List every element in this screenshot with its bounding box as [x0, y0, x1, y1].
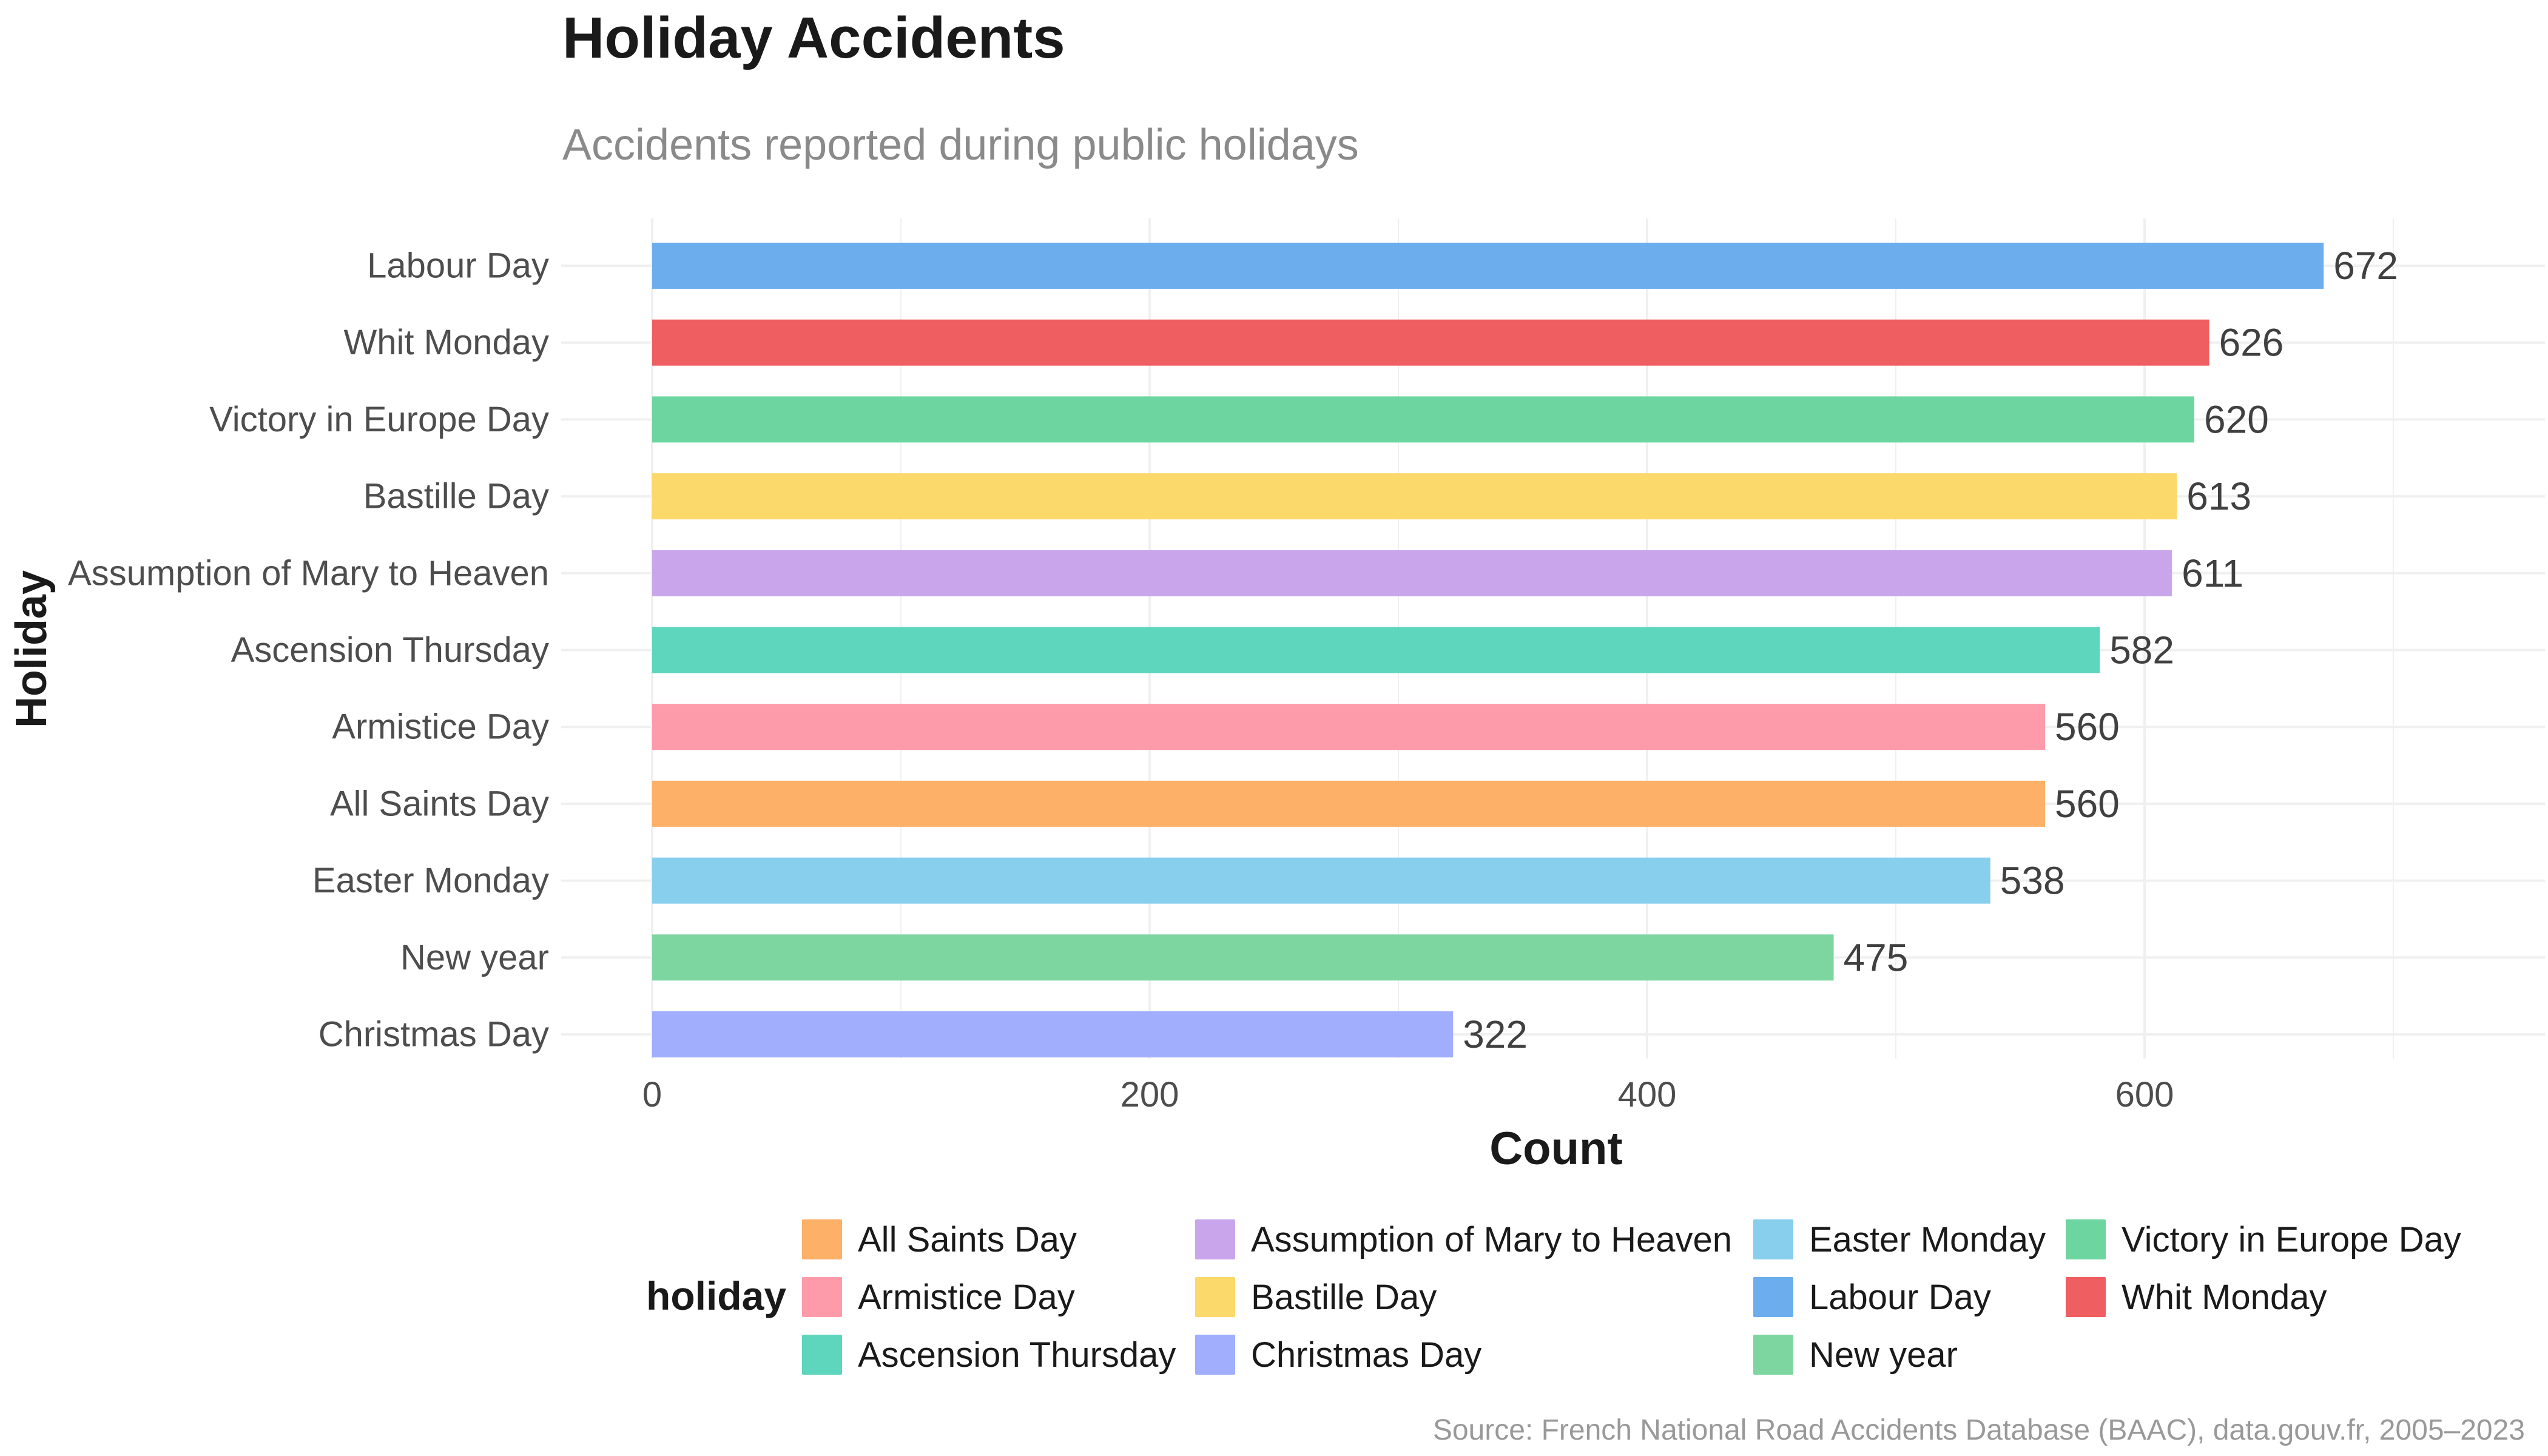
- data-label: 620: [2204, 397, 2269, 441]
- bar: [652, 320, 2209, 366]
- legend-swatch: [1753, 1277, 1793, 1317]
- legend-label: Ascension Thursday: [858, 1335, 1176, 1375]
- legend-swatch: [2066, 1219, 2106, 1259]
- y-tick-label: Christmas Day: [318, 1015, 549, 1054]
- bar: [652, 627, 2100, 673]
- data-label: 560: [2055, 705, 2120, 749]
- legend-swatch: [1753, 1335, 1793, 1375]
- bar: [652, 473, 2177, 519]
- data-label: 560: [2055, 782, 2120, 826]
- legend-swatch: [802, 1277, 842, 1317]
- y-tick-label: Easter Monday: [312, 861, 549, 900]
- legend-label: Whit Monday: [2122, 1277, 2327, 1318]
- legend-swatch: [2066, 1277, 2106, 1317]
- bar: [652, 858, 1990, 904]
- legend-item: Ascension Thursday: [802, 1333, 1176, 1376]
- bar: [652, 1011, 1453, 1057]
- bar: [652, 934, 1834, 980]
- legend-label: Assumption of Mary to Heaven: [1251, 1219, 1732, 1260]
- legend-item: Christmas Day: [1195, 1333, 1481, 1376]
- x-axis-title: Count: [1489, 1122, 1622, 1175]
- legend-title: holiday: [646, 1273, 786, 1319]
- y-tick-label: Armistice Day: [332, 707, 549, 747]
- legend-label: Christmas Day: [1251, 1335, 1481, 1375]
- y-tick-label: Labour Day: [367, 246, 549, 286]
- y-tick-label: Assumption of Mary to Heaven: [68, 553, 549, 593]
- legend-item: Labour Day: [1753, 1276, 1991, 1318]
- legend-swatch: [1753, 1219, 1793, 1259]
- x-tick-label: 200: [1121, 1075, 1179, 1114]
- data-label: 475: [1844, 935, 1909, 979]
- bar: [652, 550, 2172, 596]
- legend-label: New year: [1809, 1335, 1958, 1375]
- x-tick-label: 400: [1618, 1075, 1677, 1114]
- y-tick-label: Bastille Day: [363, 477, 549, 516]
- legend-label: All Saints Day: [858, 1219, 1077, 1260]
- x-tick-label: 0: [642, 1075, 662, 1114]
- legend-label: Armistice Day: [858, 1277, 1075, 1318]
- bar-chart: Labour Day 672 Whit Monday 626 Victory in Eu…: [0, 0, 2548, 1153]
- data-label: 626: [2219, 321, 2284, 365]
- y-tick-label: Whit Monday: [344, 323, 549, 362]
- legend-item: Armistice Day: [802, 1276, 1075, 1318]
- data-label: 672: [2333, 244, 2398, 288]
- data-label: 538: [2000, 859, 2065, 903]
- bar: [652, 396, 2194, 442]
- source-note: Source: French National Road Accidents D…: [1433, 1414, 2525, 1447]
- legend-label: Easter Monday: [1809, 1219, 2046, 1260]
- legend-item: Bastille Day: [1195, 1276, 1437, 1318]
- y-axis-title: Holiday: [7, 570, 56, 728]
- legend-label: Bastille Day: [1251, 1277, 1437, 1318]
- y-tick-label: All Saints Day: [330, 784, 549, 823]
- legend-item: All Saints Day: [802, 1218, 1077, 1261]
- legend-label: Victory in Europe Day: [2122, 1219, 2461, 1260]
- y-tick-label: New year: [400, 938, 549, 977]
- legend-swatch: [1195, 1219, 1235, 1259]
- data-label: 582: [2109, 629, 2174, 672]
- legend-item: Whit Monday: [2066, 1276, 2327, 1318]
- y-tick-label: Ascension Thursday: [231, 630, 549, 670]
- data-label: 322: [1463, 1013, 1528, 1056]
- legend-swatch: [802, 1335, 842, 1375]
- bar: [652, 243, 2324, 289]
- bar: [652, 781, 2045, 827]
- bar: [652, 704, 2045, 750]
- x-tick-label: 600: [2115, 1075, 2174, 1114]
- legend-swatch: [1195, 1335, 1235, 1375]
- legend-item: Easter Monday: [1753, 1218, 2046, 1261]
- legend-label: Labour Day: [1809, 1277, 1991, 1318]
- data-label: 611: [2182, 551, 2243, 595]
- legend-item: New year: [1753, 1333, 1958, 1376]
- legend-item: Victory in Europe Day: [2066, 1218, 2461, 1261]
- y-tick-label: Victory in Europe Day: [209, 400, 549, 439]
- legend-item: Assumption of Mary to Heaven: [1195, 1218, 1732, 1261]
- data-label: 613: [2186, 474, 2251, 518]
- legend-swatch: [1195, 1277, 1235, 1317]
- legend-swatch: [802, 1219, 842, 1259]
